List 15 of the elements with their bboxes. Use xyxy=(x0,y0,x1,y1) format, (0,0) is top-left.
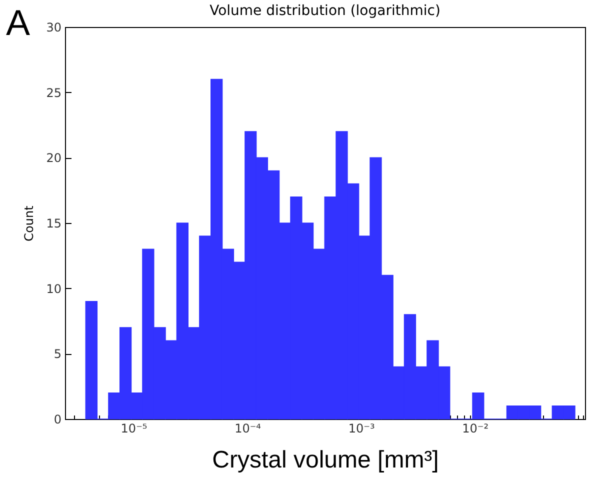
y-tick-label: 10 xyxy=(46,282,62,296)
text: A xyxy=(6,2,30,44)
y-tick-label: 15 xyxy=(46,216,62,230)
x-tick-label: 10⁻² xyxy=(462,422,489,436)
y-tick-label: 20 xyxy=(46,151,62,166)
x-tick-label: 10⁻⁴ xyxy=(234,422,262,436)
chart-title: Volume distribution (logarithmic) xyxy=(210,3,440,19)
x-axis-title: Crystal volume [mm³] xyxy=(212,446,439,474)
x-tick-label: 10⁻³ xyxy=(348,422,375,436)
y-tick-label: 25 xyxy=(46,86,62,100)
y-tick-label: 5 xyxy=(54,347,62,362)
y-tick-label: 30 xyxy=(46,20,62,34)
y-axis-title: Count xyxy=(22,205,36,242)
y-tick-label: 0 xyxy=(54,412,62,426)
x-tick-label: 10⁻⁵ xyxy=(120,422,148,436)
